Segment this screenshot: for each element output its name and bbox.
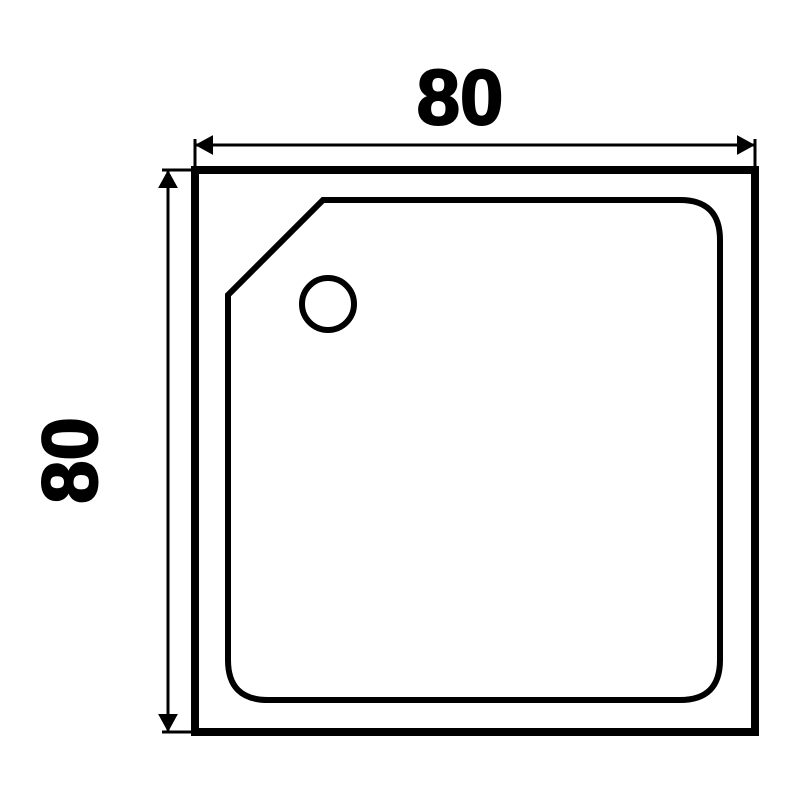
technical-drawing-canvas: 80 80 [0, 0, 800, 800]
drain-circle-icon [302, 278, 354, 330]
dimension-vertical-label: 80 [25, 391, 116, 531]
dimension-vertical [158, 170, 195, 732]
outer-square [195, 170, 755, 732]
dimension-horizontal-label: 80 [390, 52, 530, 143]
inner-panel [228, 200, 720, 700]
